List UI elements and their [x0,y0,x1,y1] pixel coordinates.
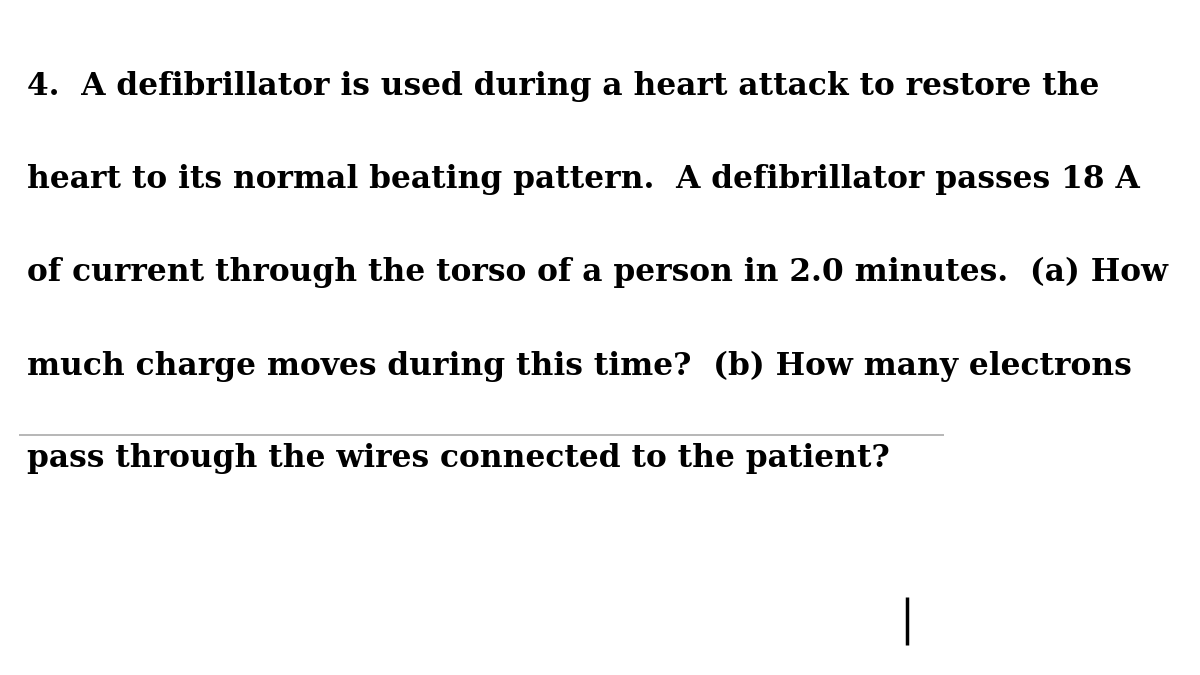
Text: much charge moves during this time?  (b) How many electrons: much charge moves during this time? (b) … [26,350,1132,381]
Text: heart to its normal beating pattern.  A defibrillator passes 18 A: heart to its normal beating pattern. A d… [26,164,1140,195]
Text: pass through the wires connected to the patient?: pass through the wires connected to the … [26,443,889,475]
Text: of current through the torso of a person in 2.0 minutes.  (a) How: of current through the torso of a person… [26,257,1168,288]
Text: 4.  A defibrillator is used during a heart attack to restore the: 4. A defibrillator is used during a hear… [26,71,1099,102]
